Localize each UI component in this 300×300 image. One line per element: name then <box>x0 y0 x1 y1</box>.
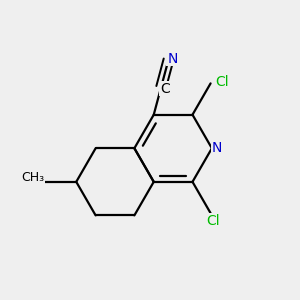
Text: N: N <box>212 141 222 155</box>
Text: N: N <box>167 52 178 65</box>
Text: C: C <box>160 82 170 96</box>
Text: CH₃: CH₃ <box>21 172 44 184</box>
Text: Cl: Cl <box>206 214 220 228</box>
Text: Cl: Cl <box>215 75 229 89</box>
